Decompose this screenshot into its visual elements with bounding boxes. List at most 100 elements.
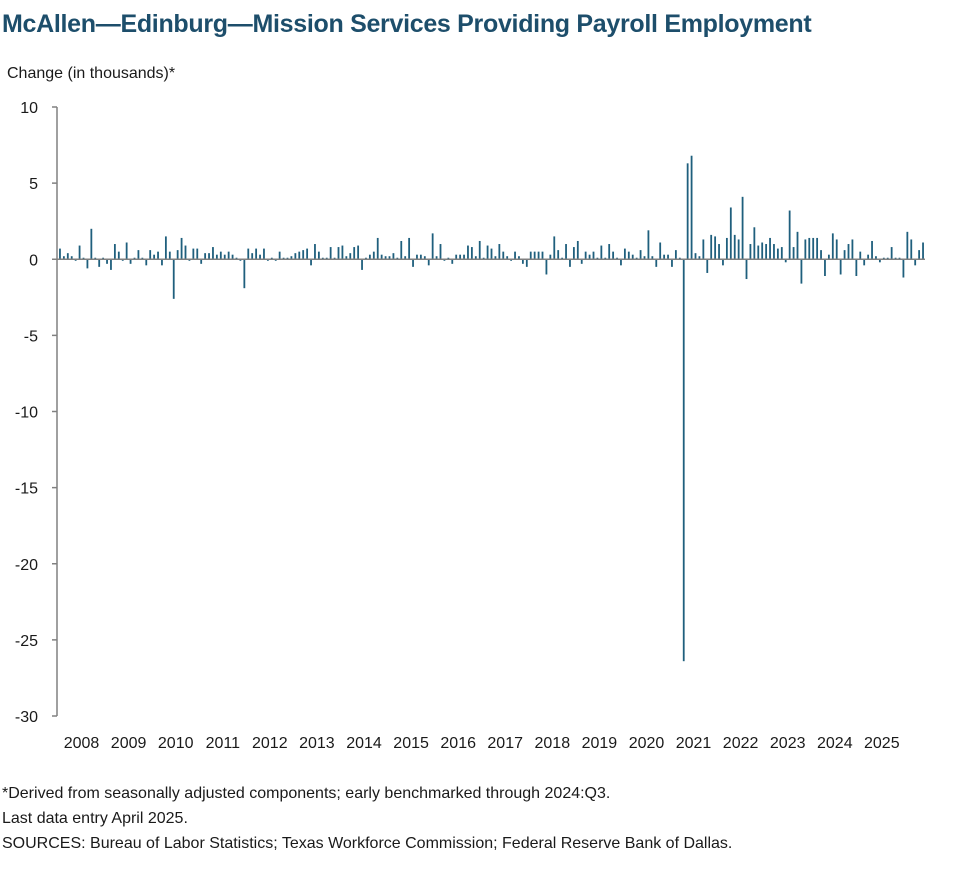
bar (463, 254, 465, 260)
bar (671, 259, 673, 267)
bar (74, 259, 77, 261)
bar (627, 251, 630, 260)
bar (655, 259, 658, 267)
bars-group (59, 155, 924, 662)
bar (737, 239, 740, 260)
bar (600, 245, 603, 260)
bar (294, 253, 297, 260)
bar (651, 256, 654, 260)
bar (584, 251, 587, 260)
bar (839, 259, 842, 275)
bar (474, 256, 477, 260)
bar (349, 253, 352, 260)
bar (419, 254, 422, 260)
bar (110, 259, 112, 270)
bar (518, 256, 520, 260)
bar (106, 259, 108, 264)
bar (192, 248, 195, 260)
bar (113, 244, 116, 260)
bar (368, 254, 371, 260)
bar (408, 237, 411, 260)
bar (196, 248, 199, 260)
footnotes: *Derived from seasonally adjusted compon… (2, 781, 732, 856)
bar (345, 256, 348, 260)
bar (102, 257, 105, 260)
bar (486, 245, 489, 260)
bar (894, 257, 897, 260)
x-tick-label: 2010 (158, 735, 194, 752)
footnote-last-entry: Last data entry April 2025. (2, 810, 188, 827)
bar (792, 247, 795, 260)
bar (357, 245, 360, 260)
bar (596, 257, 599, 260)
bar (529, 251, 532, 260)
bar (549, 254, 552, 260)
bar (286, 257, 289, 260)
bar (121, 259, 124, 261)
y-tick-label: -10 (15, 405, 38, 422)
bar (219, 251, 222, 260)
bar (494, 256, 497, 260)
bar (510, 259, 513, 261)
bar (86, 259, 89, 269)
bar (168, 251, 171, 260)
bar (910, 239, 913, 260)
bar (620, 259, 622, 266)
bar (851, 239, 854, 260)
axes-group: 10 5 0 -5 -10 -15 -20 -25 -30 2008 2009 2010 2011 201… (15, 100, 925, 752)
bar (376, 237, 379, 260)
x-tick-label: 2018 (535, 735, 571, 752)
bar (796, 231, 799, 260)
y-tick-label: -5 (24, 328, 38, 345)
bar (569, 259, 571, 267)
bar (714, 236, 717, 260)
bar (188, 259, 191, 261)
bar (553, 236, 556, 260)
bar (514, 251, 516, 260)
x-tick-label: 2012 (252, 735, 288, 752)
bar (831, 233, 834, 260)
bar-chart: 10 5 0 -5 -10 -15 -20 -25 -30 2008 2009 2010 2011 201… (15, 100, 925, 752)
bar (243, 259, 246, 289)
bar (729, 207, 732, 260)
bar (82, 257, 85, 260)
x-tick-label: 2023 (770, 735, 806, 752)
bar (251, 253, 254, 260)
bar (749, 244, 752, 260)
bar (808, 237, 811, 260)
bar (427, 259, 430, 266)
bar (580, 259, 583, 264)
bar (686, 163, 689, 260)
bar (784, 259, 787, 263)
bar (812, 237, 815, 260)
bar (416, 254, 418, 260)
bar (161, 259, 163, 266)
bar (572, 247, 575, 260)
bar (215, 254, 218, 260)
bar (537, 251, 540, 260)
bar (325, 257, 328, 260)
bar (604, 257, 607, 260)
y-tick-label: 0 (29, 252, 38, 269)
bar (141, 257, 144, 260)
bar (62, 256, 65, 260)
x-tick-label: 2019 (582, 735, 618, 752)
bar (780, 247, 783, 260)
bar (200, 259, 203, 264)
y-tick-label: 10 (20, 100, 38, 117)
x-tick-label: 2014 (346, 735, 382, 752)
bar (314, 244, 316, 260)
bar (588, 254, 591, 260)
bar (145, 259, 148, 266)
bar (541, 251, 544, 260)
bar (804, 239, 807, 260)
bar (274, 259, 277, 261)
bar (467, 245, 469, 260)
bar (643, 256, 646, 260)
bar (502, 251, 505, 260)
bar (412, 259, 414, 267)
bar (337, 247, 340, 260)
bar (765, 244, 768, 260)
bar (451, 259, 454, 264)
bar (674, 250, 677, 260)
